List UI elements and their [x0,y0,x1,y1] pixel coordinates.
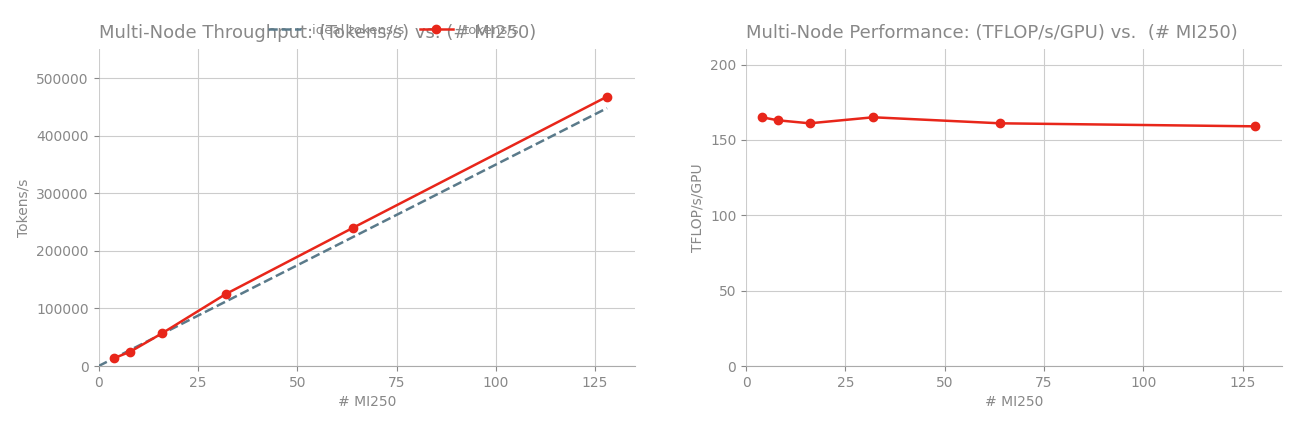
Y-axis label: TFLOP/s/GPU: TFLOP/s/GPU [690,164,704,252]
Text: Multi-Node Performance: (TFLOP/s/GPU) vs.  (# MI250): Multi-Node Performance: (TFLOP/s/GPU) vs… [746,24,1238,42]
Legend: ideal tokens/s, tokens/s: ideal tokens/s, tokens/s [262,18,525,42]
Text: Multi-Node Throughput: (Tokens/s) vs. (# MI250): Multi-Node Throughput: (Tokens/s) vs. (#… [99,24,535,42]
Y-axis label: Tokens/s: Tokens/s [17,178,31,237]
X-axis label: # MI250: # MI250 [985,395,1043,409]
X-axis label: # MI250: # MI250 [338,395,396,409]
